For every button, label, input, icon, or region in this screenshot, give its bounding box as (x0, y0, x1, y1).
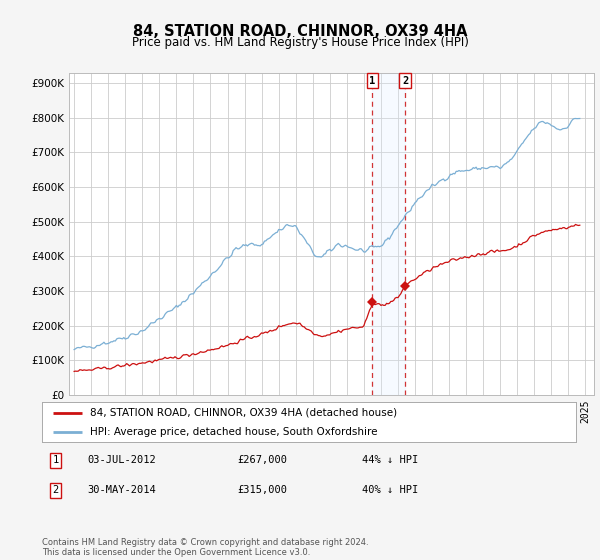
Text: £315,000: £315,000 (237, 486, 287, 496)
Text: Price paid vs. HM Land Registry's House Price Index (HPI): Price paid vs. HM Land Registry's House … (131, 36, 469, 49)
Text: 03-JUL-2012: 03-JUL-2012 (88, 455, 156, 465)
Text: 2: 2 (402, 76, 408, 86)
Text: 84, STATION ROAD, CHINNOR, OX39 4HA: 84, STATION ROAD, CHINNOR, OX39 4HA (133, 24, 467, 39)
Text: 30-MAY-2014: 30-MAY-2014 (88, 486, 156, 496)
Text: 40% ↓ HPI: 40% ↓ HPI (362, 486, 419, 496)
Text: 1: 1 (369, 76, 376, 86)
Bar (373, 73, 405, 395)
Text: 84, STATION ROAD, CHINNOR, OX39 4HA (detached house): 84, STATION ROAD, CHINNOR, OX39 4HA (det… (90, 408, 397, 418)
Text: £267,000: £267,000 (237, 455, 287, 465)
Text: 44% ↓ HPI: 44% ↓ HPI (362, 455, 419, 465)
Text: 1: 1 (52, 455, 58, 465)
Text: 2: 2 (52, 486, 58, 496)
Text: Contains HM Land Registry data © Crown copyright and database right 2024.
This d: Contains HM Land Registry data © Crown c… (42, 538, 368, 557)
Text: HPI: Average price, detached house, South Oxfordshire: HPI: Average price, detached house, Sout… (90, 427, 377, 437)
